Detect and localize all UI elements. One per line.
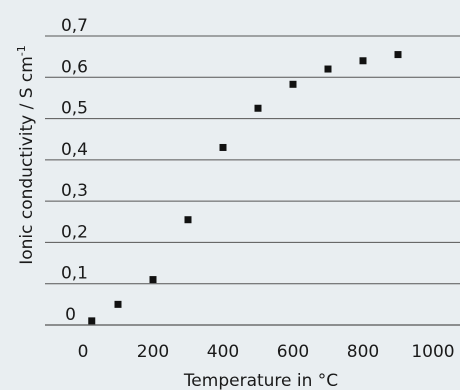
data-point xyxy=(149,276,157,284)
data-point xyxy=(254,104,262,112)
x-tick-labels: 0 200 400 600 800 1000 xyxy=(78,342,455,362)
data-point xyxy=(324,65,332,73)
data-point xyxy=(219,143,227,151)
y-tick-labels: 0 0,1 0,2 0,3 0,4 0,5 0,6 0,7 xyxy=(61,16,88,325)
x-axis-label: Temperature in °C xyxy=(183,371,338,390)
y-tick-label: 0,7 xyxy=(61,16,88,36)
data-point xyxy=(114,300,122,308)
y-axis-label: Ionic conductivity / S cm-1 xyxy=(15,45,37,265)
y-tick-label: 0,5 xyxy=(61,99,88,119)
x-tick-label: 1000 xyxy=(411,342,454,362)
y-tick-label: 0 xyxy=(65,305,76,325)
data-points xyxy=(88,51,402,325)
y-tick-label: 0,2 xyxy=(61,222,88,242)
data-point xyxy=(394,51,402,59)
data-point xyxy=(88,317,96,325)
y-tick-label: 0,3 xyxy=(61,181,88,201)
x-tick-label: 0 xyxy=(78,342,89,362)
y-tick-label: 0,1 xyxy=(61,264,88,284)
y-axis-label-text: Ionic conductivity / S cm xyxy=(17,56,37,265)
y-axis-label-superscript: -1 xyxy=(15,45,28,56)
x-tick-label: 400 xyxy=(207,342,239,362)
gridlines xyxy=(45,35,460,326)
data-point xyxy=(359,57,367,65)
data-point xyxy=(184,216,192,224)
x-tick-label: 800 xyxy=(347,342,379,362)
data-point xyxy=(289,80,297,88)
y-tick-label: 0,4 xyxy=(61,140,88,160)
x-tick-label: 600 xyxy=(277,342,309,362)
x-tick-label: 200 xyxy=(137,342,169,362)
y-tick-label: 0,6 xyxy=(61,57,88,77)
